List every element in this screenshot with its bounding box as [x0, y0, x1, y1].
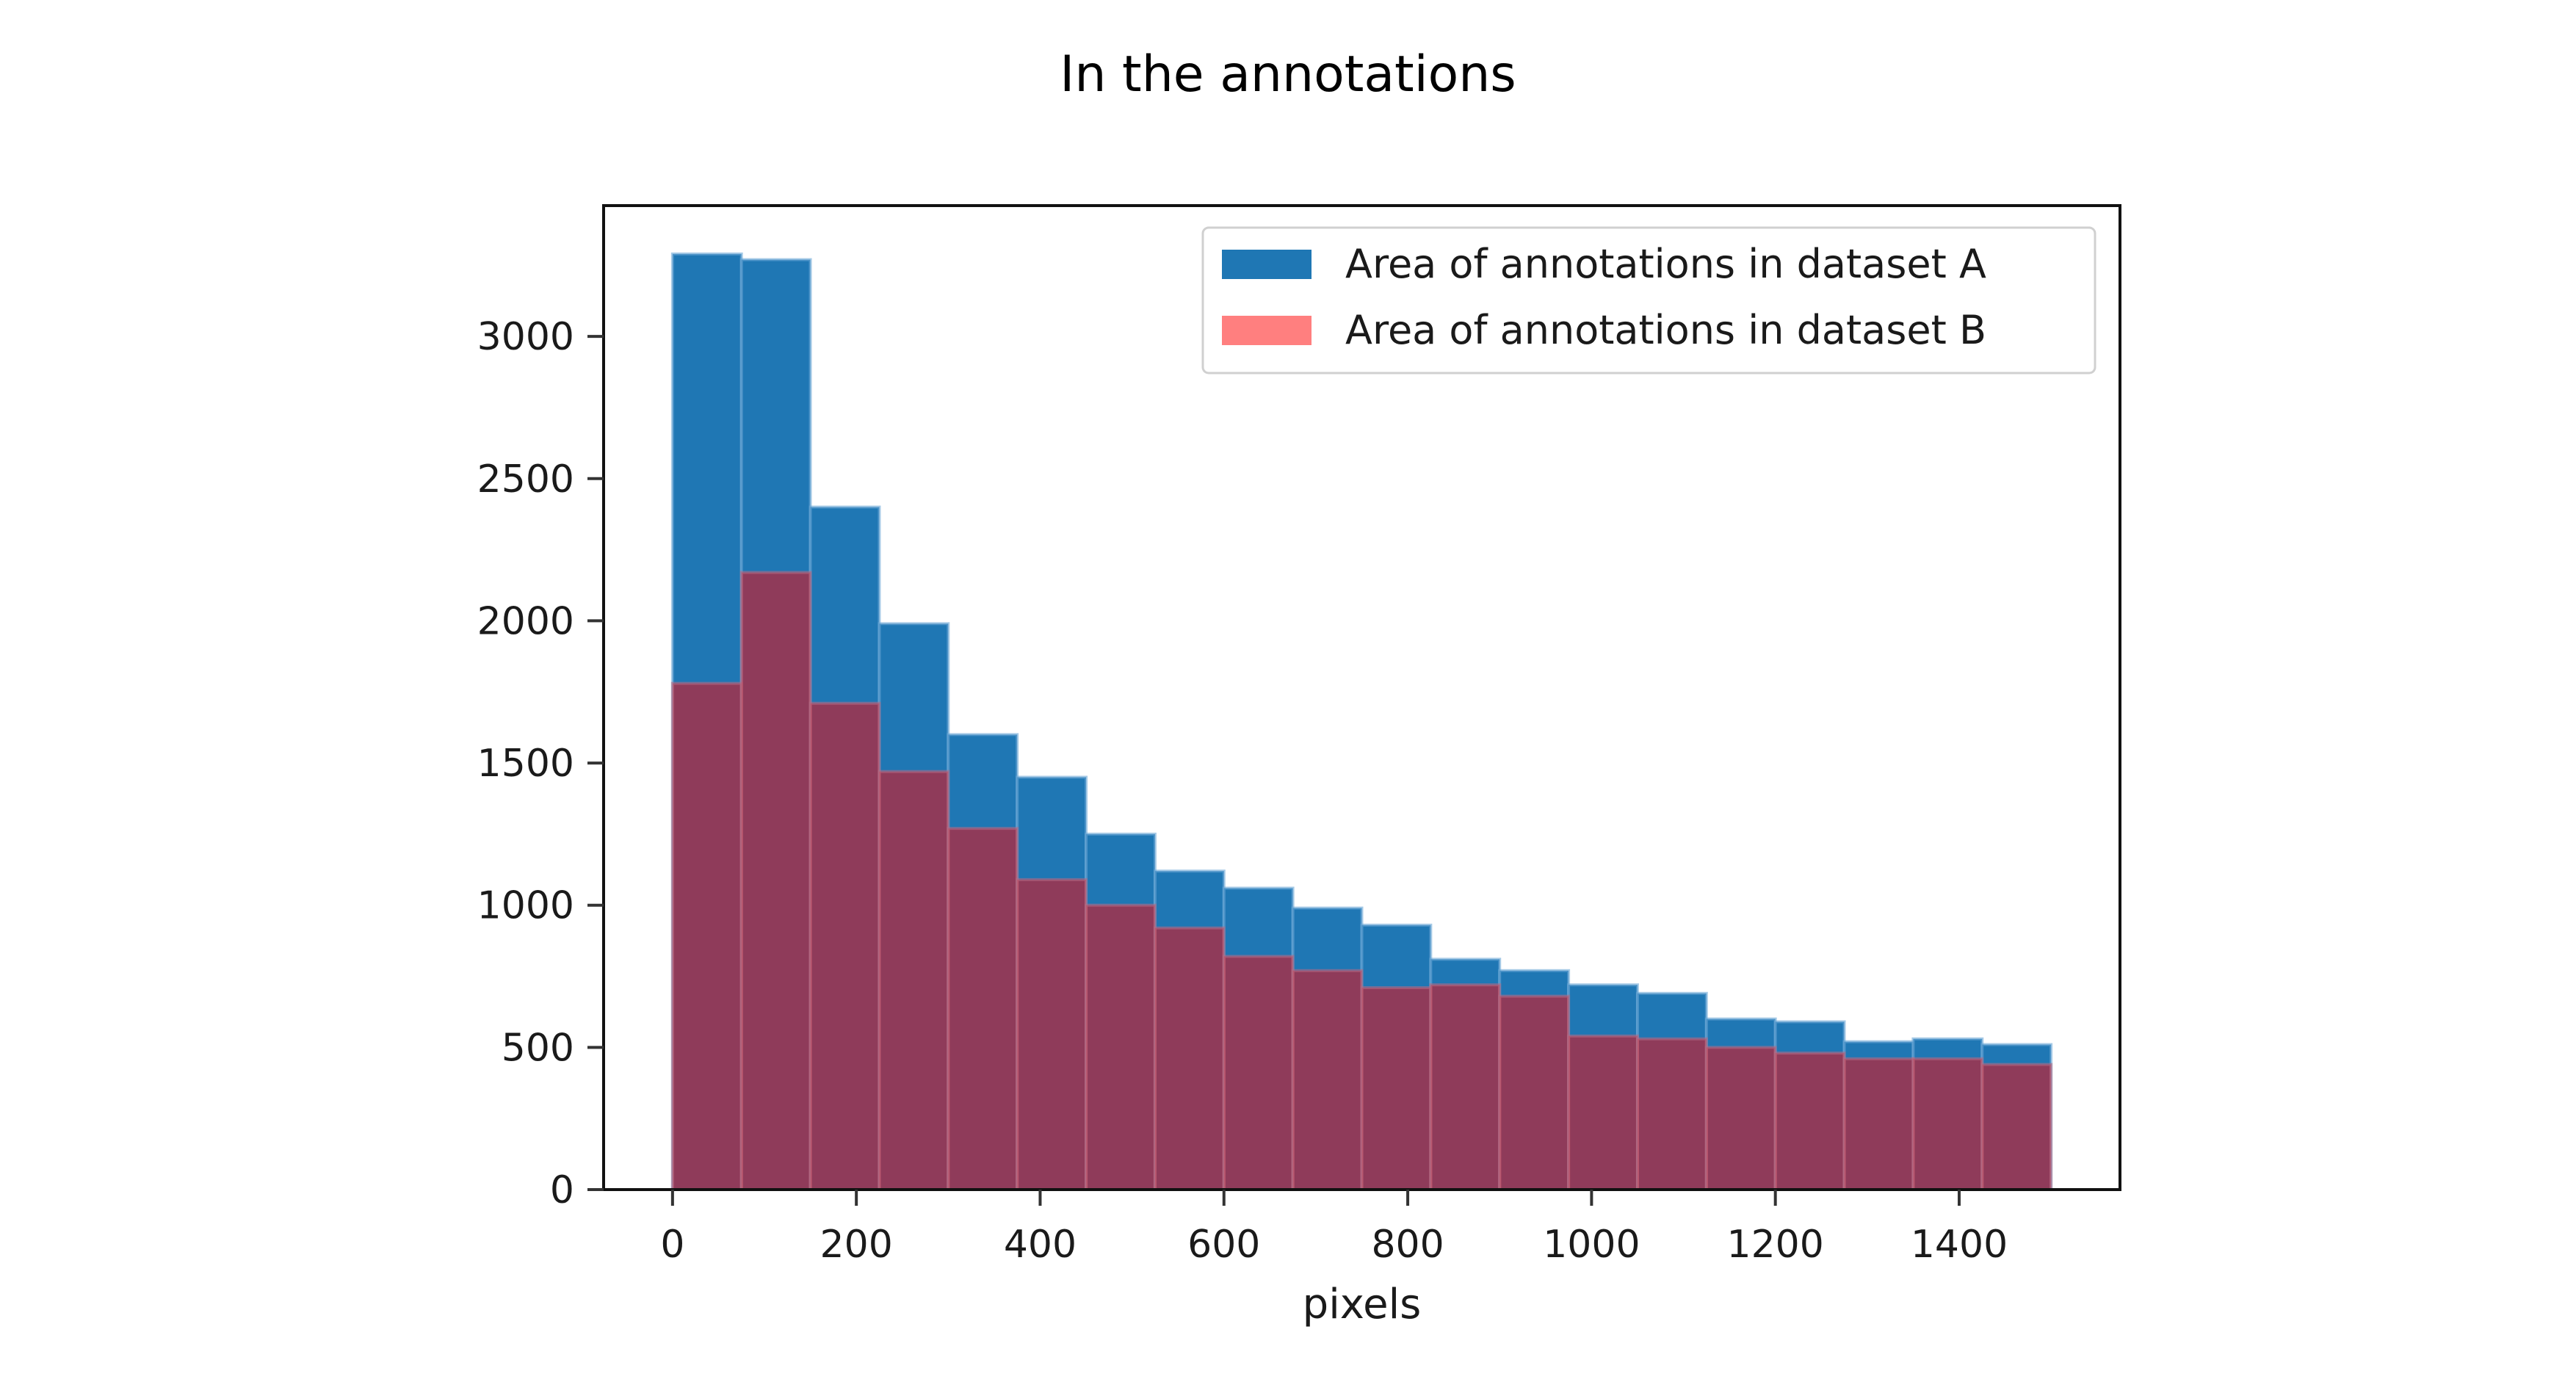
- y-tick-label: 3000: [477, 315, 574, 359]
- bar-b-1: [739, 571, 812, 1191]
- bar-b-14: [1635, 1037, 1708, 1191]
- bar-b-12: [1498, 994, 1571, 1191]
- legend: Area of annotations in dataset A Area of…: [1201, 226, 2096, 375]
- x-tick-label: 1000: [1543, 1223, 1640, 1267]
- bar-b-6: [1085, 903, 1157, 1192]
- series-b-bars: [670, 571, 2053, 1192]
- chart-title: In the annotations: [1060, 46, 1516, 104]
- x-tick-label: 1200: [1727, 1223, 1824, 1267]
- bar-b-8: [1222, 955, 1295, 1191]
- y-tick-label: 1000: [477, 884, 574, 928]
- bar-b-7: [1153, 926, 1226, 1192]
- legend-box: [1201, 226, 2096, 375]
- bar-b-17: [1842, 1057, 1915, 1192]
- bar-b-16: [1773, 1052, 1846, 1191]
- bar-b-3: [878, 770, 950, 1191]
- y-tick-label: 2500: [477, 457, 574, 502]
- y-tick-label: 1500: [477, 742, 574, 786]
- x-tick-label: 0: [660, 1223, 684, 1267]
- y-tick-label: 500: [502, 1026, 574, 1070]
- bar-b-15: [1704, 1046, 1777, 1192]
- x-tick-label: 200: [820, 1223, 893, 1267]
- bar-b-18: [1911, 1057, 1984, 1192]
- bar-b-9: [1291, 969, 1364, 1191]
- y-tick-label: 0: [550, 1168, 574, 1212]
- bar-b-10: [1360, 986, 1433, 1192]
- bar-b-5: [1016, 878, 1088, 1192]
- legend-label-a: Area of annotations in dataset A: [1345, 241, 1986, 287]
- bar-b-11: [1429, 983, 1502, 1192]
- legend-swatch-a: [1222, 250, 1311, 279]
- legend-swatch-b: [1222, 316, 1311, 345]
- x-axis: 0 200 400 600 800 1000 1200 1400: [660, 1190, 2008, 1267]
- y-tick-label: 2000: [477, 599, 574, 643]
- bar-b-13: [1567, 1034, 1639, 1192]
- x-tick-label: 800: [1371, 1223, 1444, 1267]
- y-axis: 0 500 1000 1500 2000 2500 3000: [477, 315, 604, 1212]
- bar-b-0: [670, 681, 743, 1191]
- x-tick-label: 600: [1187, 1223, 1260, 1267]
- axes-frame: [602, 204, 2121, 1191]
- bar-b-2: [808, 701, 881, 1191]
- x-tick-label: 1400: [1911, 1223, 2008, 1267]
- x-axis-label: pixels: [1303, 1281, 1422, 1328]
- bar-b-19: [1980, 1063, 2053, 1191]
- legend-label-b: Area of annotations in dataset B: [1345, 307, 1986, 353]
- bar-b-4: [947, 827, 1019, 1191]
- x-tick-label: 400: [1004, 1223, 1077, 1267]
